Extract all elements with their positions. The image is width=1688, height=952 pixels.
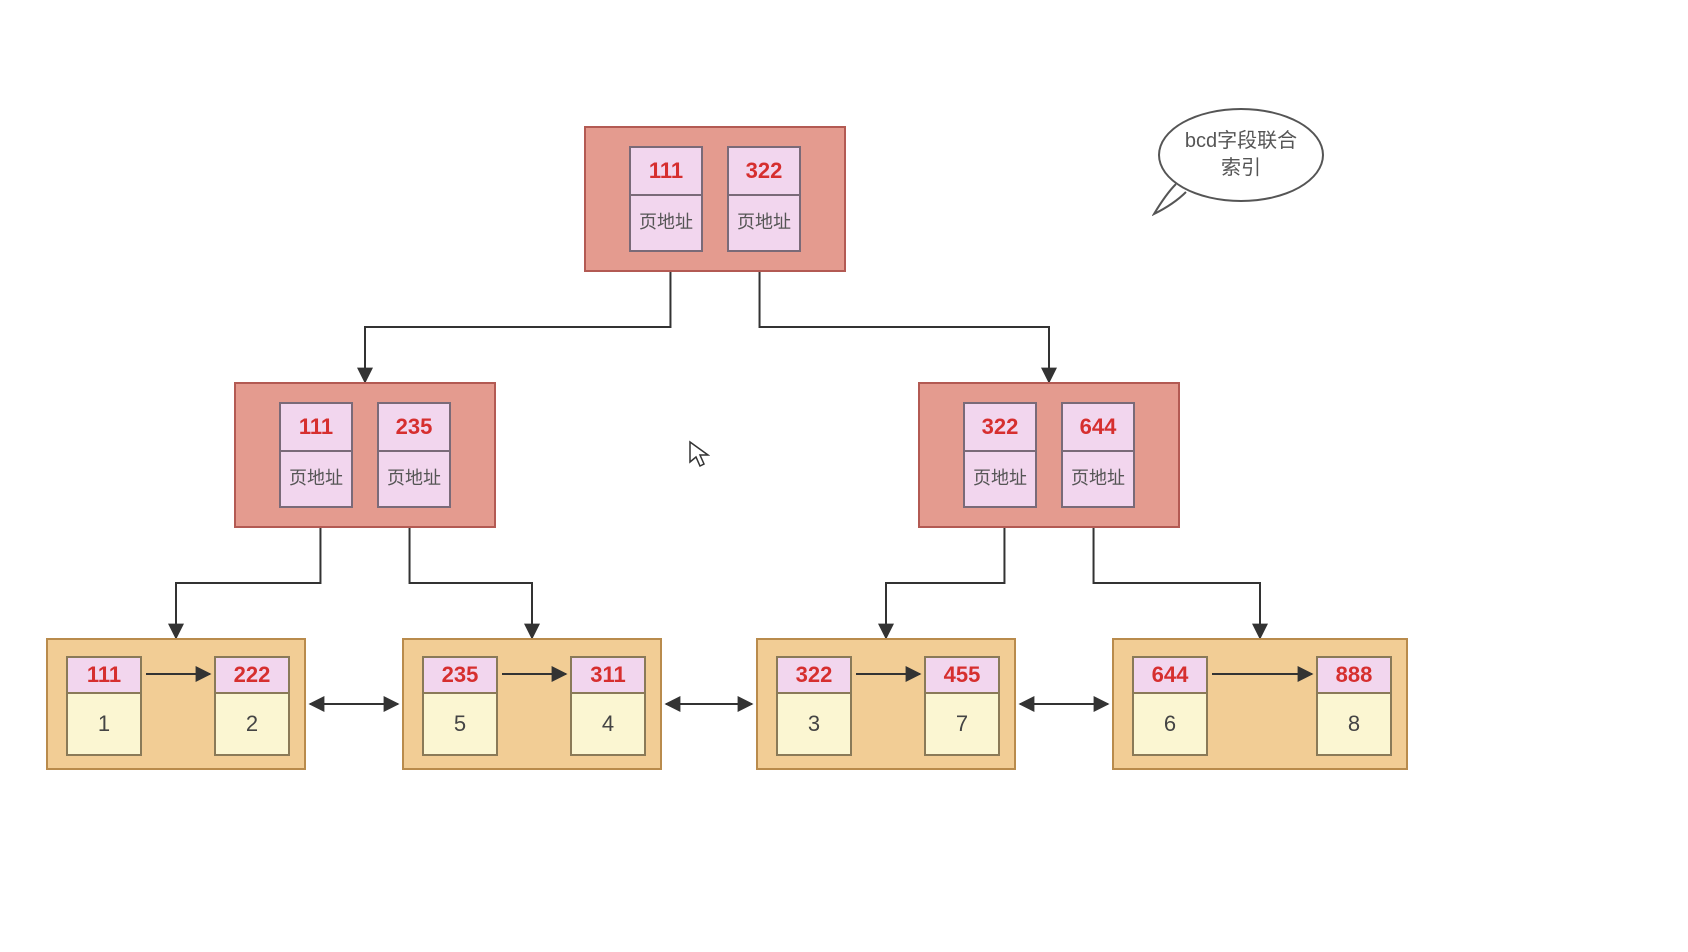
leaf4-rec-0-key: 644 <box>1134 658 1206 694</box>
leaf-node-2: 235 5 311 4 <box>402 638 662 770</box>
bubble-line1: bcd字段联合 <box>1185 130 1297 152</box>
leaf2-rec-1-key: 311 <box>572 658 644 694</box>
l1b-cell-1-key: 644 <box>1063 404 1133 452</box>
internal-node-left: 111 页地址 235 页地址 <box>234 382 496 528</box>
bubble-tail-icon <box>1152 180 1192 220</box>
leaf4-rec-1: 888 8 <box>1316 656 1392 756</box>
root-cell-0-ptr: 页地址 <box>631 196 701 250</box>
l1a-cell-0-key: 111 <box>281 404 351 452</box>
leaf3-rec-0-key: 322 <box>778 658 850 694</box>
leaf1-rec-0: 111 1 <box>66 656 142 756</box>
leaf2-rec-0-val: 5 <box>424 694 496 754</box>
leaf1-rec-1: 222 2 <box>214 656 290 756</box>
l1a-cell-0: 111 页地址 <box>279 402 353 508</box>
leaf-node-3: 322 3 455 7 <box>756 638 1016 770</box>
leaf3-rec-1-key: 455 <box>926 658 998 694</box>
leaf1-rec-0-val: 1 <box>68 694 140 754</box>
l1a-cell-1: 235 页地址 <box>377 402 451 508</box>
root-cell-0-key: 111 <box>631 148 701 196</box>
leaf4-rec-1-val: 8 <box>1318 694 1390 754</box>
leaf2-rec-1-val: 4 <box>572 694 644 754</box>
leaf3-rec-0-val: 3 <box>778 694 850 754</box>
leaf3-rec-1-val: 7 <box>926 694 998 754</box>
l1b-cell-1-ptr: 页地址 <box>1063 452 1133 506</box>
diagram-canvas: { "type": "tree", "canvas": { "width": 1… <box>0 0 1688 952</box>
leaf3-rec-1: 455 7 <box>924 656 1000 756</box>
l1a-cell-1-key: 235 <box>379 404 449 452</box>
leaf2-rec-0: 235 5 <box>422 656 498 756</box>
leaf-node-4: 644 6 888 8 <box>1112 638 1408 770</box>
root-cell-0: 111 页地址 <box>629 146 703 252</box>
leaf4-rec-0: 644 6 <box>1132 656 1208 756</box>
leaf2-rec-1: 311 4 <box>570 656 646 756</box>
root-cell-1: 322 页地址 <box>727 146 801 252</box>
leaf-node-1: 111 1 222 2 <box>46 638 306 770</box>
l1b-cell-0: 322 页地址 <box>963 402 1037 508</box>
leaf4-rec-0-val: 6 <box>1134 694 1206 754</box>
bubble-line2: 索引 <box>1221 157 1261 179</box>
annotation-bubble: bcd字段联合 索引 <box>1158 108 1324 202</box>
root-cell-1-ptr: 页地址 <box>729 196 799 250</box>
mouse-cursor-icon <box>688 440 710 468</box>
internal-node-right: 322 页地址 644 页地址 <box>918 382 1180 528</box>
leaf1-rec-1-key: 222 <box>216 658 288 694</box>
leaf1-rec-1-val: 2 <box>216 694 288 754</box>
l1b-cell-0-ptr: 页地址 <box>965 452 1035 506</box>
root-cell-1-key: 322 <box>729 148 799 196</box>
leaf4-rec-1-key: 888 <box>1318 658 1390 694</box>
l1a-cell-0-ptr: 页地址 <box>281 452 351 506</box>
root-node: 111 页地址 322 页地址 <box>584 126 846 272</box>
l1a-cell-1-ptr: 页地址 <box>379 452 449 506</box>
leaf3-rec-0: 322 3 <box>776 656 852 756</box>
l1b-cell-0-key: 322 <box>965 404 1035 452</box>
leaf1-rec-0-key: 111 <box>68 658 140 694</box>
leaf2-rec-0-key: 235 <box>424 658 496 694</box>
l1b-cell-1: 644 页地址 <box>1061 402 1135 508</box>
